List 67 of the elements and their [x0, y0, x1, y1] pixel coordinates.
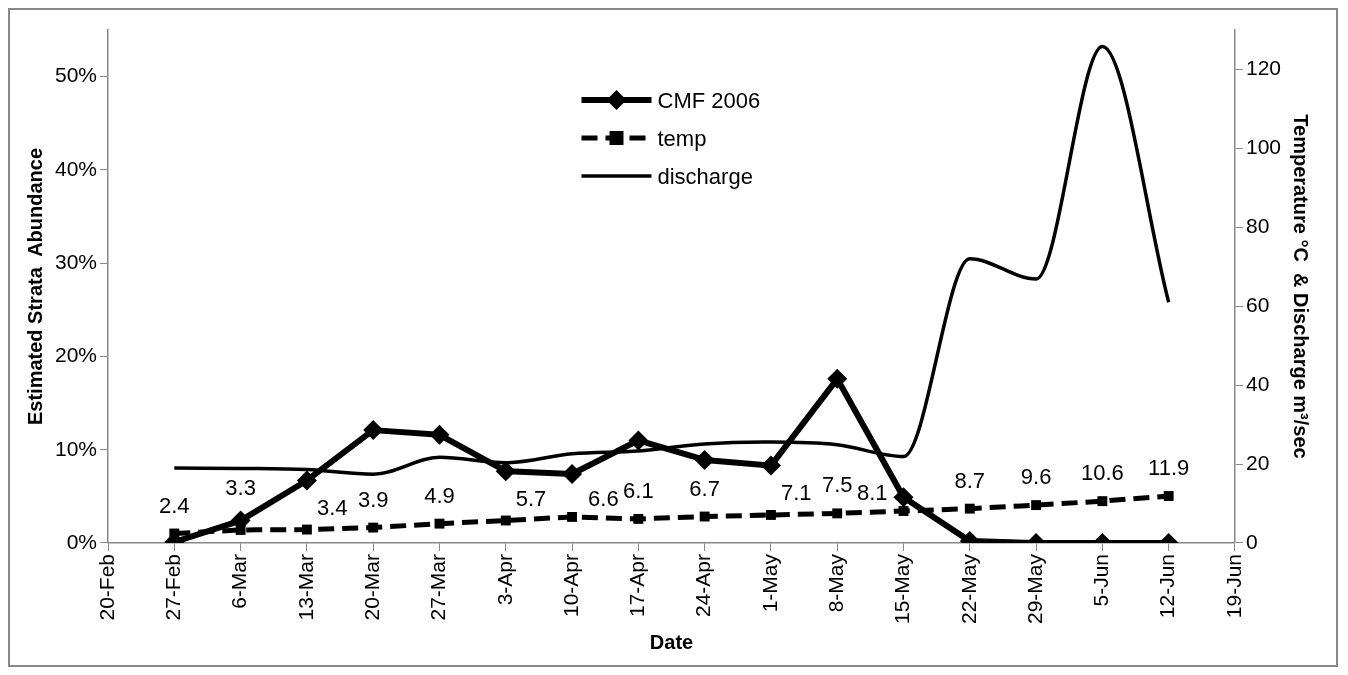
- x-tick-label: 6-Mar: [227, 553, 251, 609]
- y2-tick-label: 40: [1245, 371, 1270, 395]
- x-tick-label: 5-Jun: [1089, 553, 1113, 607]
- x-tick-label: 12-Jun: [1155, 553, 1179, 619]
- data-label: 6.1: [623, 477, 654, 503]
- y2-tick-label: 100: [1245, 135, 1282, 159]
- x-tick-label: 3-Apr: [492, 553, 516, 606]
- y-tick-label: 40%: [55, 156, 98, 180]
- point: [1163, 491, 1174, 501]
- x-tick-label: 20-Feb: [94, 553, 118, 621]
- x-tick-label: 22-May: [956, 553, 980, 625]
- y-tick-label: 0%: [66, 529, 98, 553]
- point: [633, 513, 644, 524]
- y2-tick-label: 0: [1245, 529, 1258, 553]
- x-tick-label: 27-Mar: [426, 553, 450, 621]
- x-tick-label: 24-Apr: [691, 553, 715, 618]
- x-tick-label: 29-May: [1022, 553, 1046, 625]
- y2-tick-label: 20: [1245, 450, 1270, 474]
- legend-label: CMF 2006: [657, 88, 761, 114]
- x-tick-label: 20-Mar: [359, 553, 383, 621]
- y2-axis-title: Temperature °C & Discharge m³/sec: [1290, 114, 1313, 459]
- point: [368, 522, 379, 533]
- x-tick-label: 27-Feb: [161, 553, 185, 621]
- x-axis-title: Date: [649, 630, 694, 653]
- y-tick-label: 20%: [55, 343, 98, 367]
- y-tick-label: 30%: [55, 249, 98, 273]
- point: [500, 515, 511, 526]
- data-label: 10.6: [1080, 460, 1124, 486]
- x-tick-label: 15-May: [890, 553, 914, 625]
- data-label: 8.7: [954, 467, 986, 493]
- data-label: 3.9: [357, 486, 389, 512]
- x-tick-label: 8-May: [824, 553, 848, 613]
- data-label: 11.9: [1148, 455, 1190, 481]
- point: [898, 506, 909, 516]
- data-label: 6.6: [588, 486, 619, 511]
- data-label: 7.1: [780, 480, 812, 506]
- legend-label: discharge: [657, 164, 753, 190]
- point: [434, 518, 445, 529]
- point: [699, 511, 710, 522]
- y-axis-title: Estimated Strata Abundance: [23, 147, 46, 426]
- data-label: 8.1: [856, 480, 888, 506]
- data-label: 4.9: [424, 482, 455, 508]
- point: [301, 524, 312, 535]
- data-label: 7.5: [821, 472, 853, 498]
- y2-tick-label: 120: [1245, 56, 1282, 80]
- point: [765, 510, 776, 520]
- y-tick-label: 50%: [55, 63, 98, 87]
- legend-label: temp: [657, 126, 707, 152]
- point: [1031, 500, 1042, 511]
- data-label: 3.3: [225, 475, 256, 501]
- y-tick-label: 10%: [55, 436, 98, 460]
- y2-tick-label: 60: [1245, 293, 1270, 317]
- x-tick-label: 19-Jun: [1221, 553, 1245, 619]
- x-tick-label: 17-Apr: [625, 553, 649, 618]
- x-tick-label: 1-May: [757, 553, 781, 613]
- data-label: 3.4: [316, 494, 348, 520]
- point: [832, 508, 843, 519]
- point: [567, 511, 578, 522]
- data-label: 6.7: [689, 475, 720, 501]
- x-tick-label: 10-Apr: [558, 553, 582, 618]
- y2-tick-label: 80: [1245, 214, 1270, 238]
- data-label: 5.7: [515, 485, 547, 511]
- point: [1097, 496, 1108, 507]
- data-label: 9.6: [1020, 464, 1052, 490]
- x-tick-label: 13-Mar: [293, 553, 317, 621]
- point: [964, 503, 975, 514]
- data-label: 2.4: [159, 492, 190, 518]
